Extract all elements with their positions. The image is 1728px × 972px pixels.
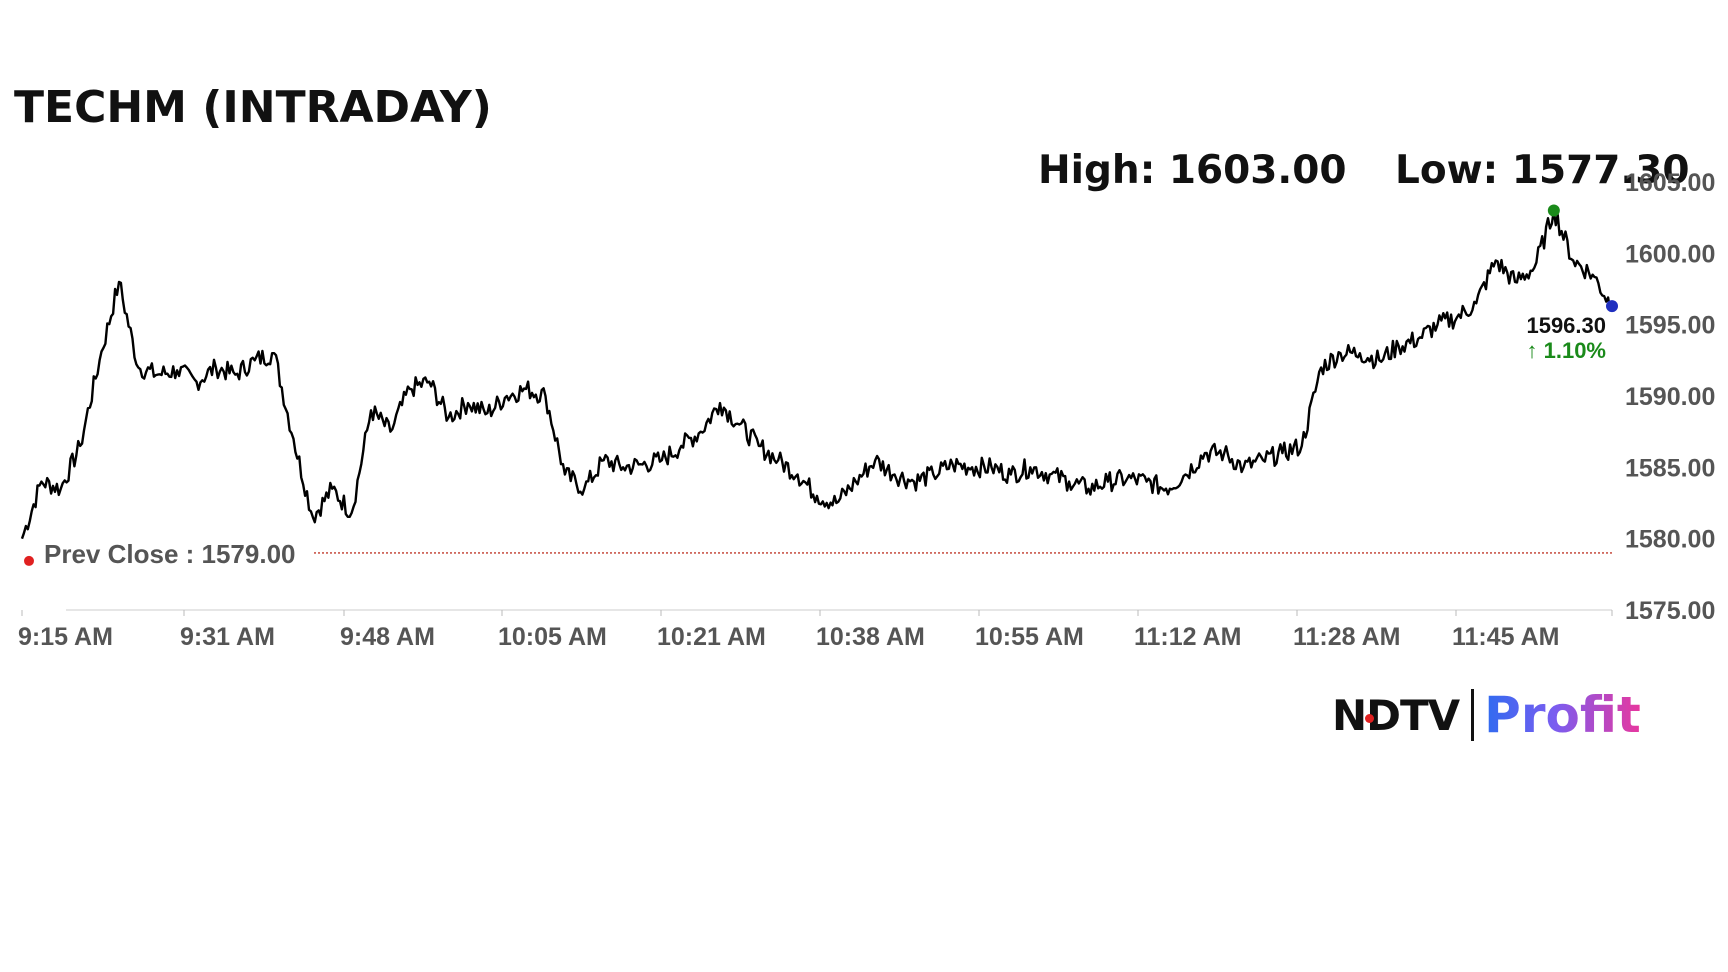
x-tick-label: 11:45 AM — [1452, 623, 1559, 651]
open-marker — [24, 556, 34, 566]
chart-markers: 1596.30↑ 1.10% — [1526, 205, 1618, 364]
x-tick-label: 10:38 AM — [816, 623, 925, 651]
ndtv-profit-logo: NDTV Profit — [1332, 685, 1641, 745]
x-tick-label: 10:05 AM — [498, 623, 607, 651]
high-marker — [1548, 205, 1560, 217]
last-price-marker — [1606, 300, 1618, 312]
x-tick-label: 9:48 AM — [340, 623, 435, 651]
x-tick-label: 9:15 AM — [18, 623, 113, 651]
logo-dot-icon — [1365, 714, 1374, 723]
y-tick-label: 1575.00 — [1625, 597, 1715, 625]
prev-close-label: Prev Close : 1579.00 — [44, 539, 296, 569]
x-tick-label: 9:31 AM — [180, 623, 275, 651]
chart-axes: 1575.00 1580.00 1585.00 1590.00 1595.00 1600.… — [18, 169, 1715, 651]
y-tick-label: 1580.00 — [1625, 526, 1715, 554]
price-line — [22, 211, 1612, 539]
y-tick-label: 1605.00 — [1625, 169, 1715, 197]
y-tick-label: 1600.00 — [1625, 240, 1715, 268]
x-tick-label: 10:21 AM — [657, 623, 766, 651]
y-tick-label: 1585.00 — [1625, 454, 1715, 482]
prev-close-reference: Prev Close : 1579.00 — [24, 539, 1612, 569]
logo-ndtv: NDTV — [1332, 691, 1459, 740]
logo-profit: Profit — [1484, 686, 1641, 744]
logo-divider — [1471, 689, 1474, 741]
x-tick-label: 11:12 AM — [1134, 623, 1241, 651]
change-percent-label: ↑ 1.10% — [1527, 338, 1607, 363]
x-tick-label: 10:55 AM — [975, 623, 1084, 651]
y-tick-label: 1590.00 — [1625, 383, 1715, 411]
y-tick-label: 1595.00 — [1625, 312, 1715, 340]
price-series — [22, 211, 1612, 539]
last-price-label: 1596.30 — [1526, 313, 1606, 338]
x-tick-label: 11:28 AM — [1293, 623, 1400, 651]
